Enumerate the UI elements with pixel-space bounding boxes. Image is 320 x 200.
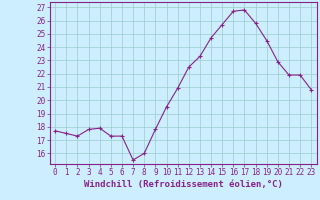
X-axis label: Windchill (Refroidissement éolien,°C): Windchill (Refroidissement éolien,°C) — [84, 180, 283, 189]
